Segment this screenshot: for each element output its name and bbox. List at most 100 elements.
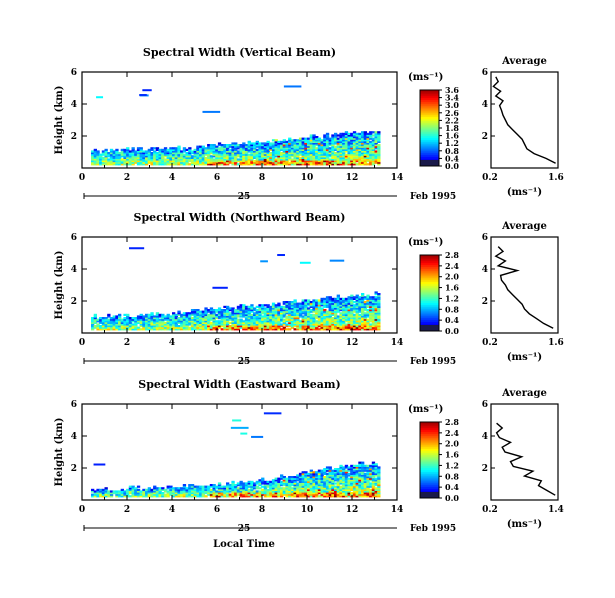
heatmap-cell	[377, 490, 381, 493]
heatmap-cell	[193, 495, 197, 498]
heatmap-cell	[347, 305, 351, 308]
colorbar-tick-label: 2.0	[445, 439, 459, 449]
heatmap-cell	[109, 156, 114, 159]
heatmap-cell	[174, 495, 178, 498]
heatmap-cell	[350, 305, 354, 308]
heatmap-cell	[217, 312, 222, 315]
heatmap-cell	[331, 299, 335, 302]
heatmap-cell	[239, 145, 243, 148]
heatmap-cell	[328, 472, 332, 475]
heatmap-cell	[231, 148, 235, 151]
heatmap-cell	[309, 315, 313, 318]
heatmap-cell	[131, 163, 135, 166]
colorbar-segment	[420, 112, 439, 116]
heatmap-cell	[355, 485, 359, 488]
heatmap-cell	[355, 301, 359, 304]
heatmap-cell	[323, 155, 327, 158]
heatmap-cell	[325, 152, 330, 155]
heatmap-cell	[150, 495, 154, 498]
heatmap-cell	[320, 312, 324, 315]
heatmap-cell	[107, 320, 111, 323]
heatmap-cell	[242, 315, 246, 318]
heatmap-cell	[315, 495, 319, 498]
heatmap-cell	[301, 299, 305, 302]
date-month-label: Feb 1995	[410, 524, 456, 534]
heatmap-cell	[209, 155, 214, 158]
heatmap-cell	[255, 148, 259, 151]
heatmap-cell	[317, 304, 322, 307]
heatmap-cell	[212, 490, 216, 493]
heatmap-cell	[207, 493, 211, 496]
heatmap-cell	[277, 490, 281, 493]
heatmap-cell	[161, 492, 165, 495]
heatmap-cell	[350, 477, 354, 480]
heatmap-cell	[190, 493, 195, 496]
heatmap-cell	[253, 482, 257, 485]
heatmap-cell	[217, 307, 222, 310]
heatmap-cell	[220, 315, 224, 318]
heatmap-cell	[325, 304, 330, 307]
heatmap-cell	[377, 488, 381, 491]
heatmap-cell	[242, 305, 246, 308]
heatmap-cell	[177, 487, 181, 490]
heatmap-cell	[271, 302, 276, 305]
colorbar-segment	[420, 116, 439, 119]
heatmap-cell	[109, 153, 114, 156]
heatmap-cell	[247, 158, 251, 161]
heatmap-cell	[290, 490, 295, 493]
heatmap-cell	[371, 492, 376, 495]
heatmap-cell	[361, 320, 365, 323]
heatmap-cell	[347, 323, 351, 326]
heatmap-cell	[334, 132, 338, 135]
heatmap-cell	[263, 312, 268, 315]
heatmap-cell	[247, 142, 251, 145]
heatmap-cell	[371, 156, 376, 159]
heatmap-cell	[336, 480, 340, 483]
heatmap-cell	[134, 490, 138, 493]
heatmap-cell	[296, 142, 300, 145]
heatmap-cell	[207, 156, 211, 159]
heatmap-cell	[344, 309, 349, 312]
heatmap-cell	[328, 323, 332, 326]
heatmap-cell	[339, 297, 343, 300]
heatmap-cell	[358, 156, 362, 159]
heatmap-cell	[242, 495, 246, 498]
heatmap-cell	[309, 136, 313, 139]
heatmap-cell	[263, 484, 268, 487]
heatmap-cell	[239, 326, 243, 329]
heatmap-cell	[304, 320, 308, 323]
heatmap-cell	[263, 148, 268, 151]
heatmap-cell	[355, 318, 359, 321]
heatmap-cell	[207, 317, 211, 320]
heatmap-cell	[258, 310, 262, 313]
heatmap-cell	[358, 150, 362, 153]
heatmap-cell	[323, 148, 327, 151]
heatmap-cell	[307, 139, 311, 142]
heatmap-cell	[355, 312, 359, 315]
heatmap-cell	[323, 161, 327, 164]
heatmap-cell	[101, 492, 106, 495]
heatmap-cell	[312, 490, 316, 493]
heatmap-cell	[328, 482, 332, 485]
heatmap-cell	[344, 312, 349, 315]
heatmap-cell	[215, 150, 219, 153]
x-tick-label: 8	[259, 505, 265, 515]
colorbar-segment	[420, 147, 439, 150]
heatmap-cell	[134, 328, 138, 331]
heatmap-cell	[96, 150, 100, 153]
heatmap-cell	[274, 321, 278, 324]
heatmap-cell	[293, 139, 297, 142]
heatmap-cell	[282, 488, 286, 491]
heatmap-cell	[336, 487, 340, 490]
heatmap-cell	[344, 304, 349, 307]
heatmap-cell	[166, 160, 170, 163]
heatmap-cell	[177, 313, 181, 316]
heatmap-cell	[134, 488, 138, 491]
colorbar-segment	[420, 148, 439, 152]
heatmap-cell	[347, 158, 351, 161]
heatmap-cell	[290, 153, 295, 156]
heatmap-cell	[93, 153, 97, 156]
heatmap-cell	[328, 325, 332, 328]
heatmap-cell	[190, 156, 195, 159]
heatmap-cell	[371, 150, 376, 153]
